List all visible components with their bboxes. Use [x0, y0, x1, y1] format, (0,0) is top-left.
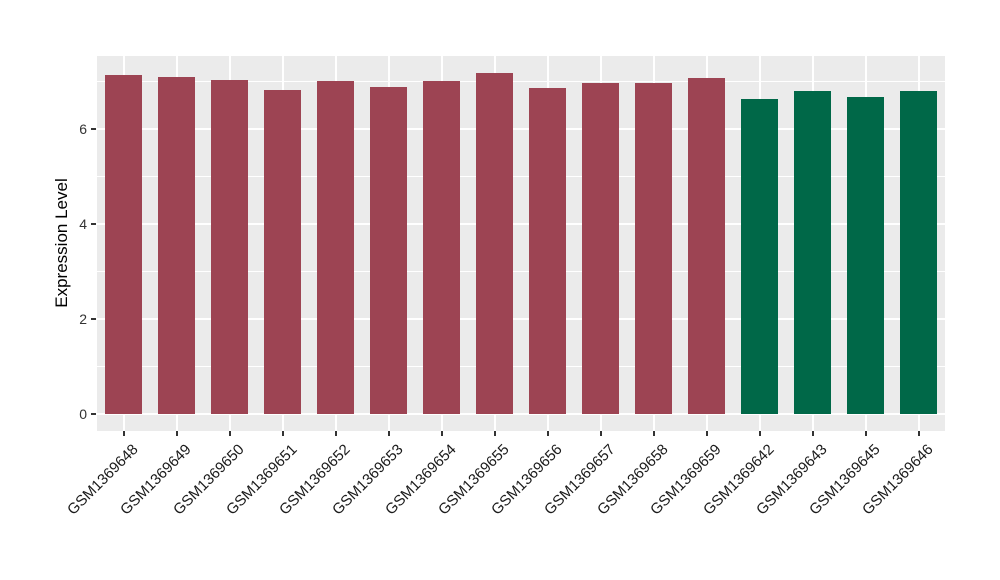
- bar-gsm1369646: [900, 90, 937, 414]
- x-tick-mark-gsm1369646: [917, 431, 920, 436]
- bar-gsm1369659: [688, 78, 725, 414]
- x-tick-mark-gsm1369643: [811, 431, 814, 436]
- bar-gsm1369642: [741, 98, 778, 414]
- x-tick-mark-gsm1369656: [546, 431, 549, 436]
- major-gridline-y-4: [97, 223, 945, 226]
- x-tick-mark-gsm1369655: [493, 431, 496, 436]
- plot-panel: [97, 56, 945, 431]
- x-tick-mark-gsm1369650: [228, 431, 231, 436]
- x-tick-mark-gsm1369649: [175, 431, 178, 436]
- bar-gsm1369645: [847, 97, 884, 414]
- y-tick-mark-6: [91, 128, 96, 131]
- x-tick-mark-gsm1369648: [122, 431, 125, 436]
- x-tick-mark-gsm1369654: [440, 431, 443, 436]
- minor-gridline-y-7: [97, 81, 945, 83]
- bar-gsm1369656: [529, 88, 566, 414]
- bar-gsm1369650: [211, 79, 248, 414]
- bar-gsm1369653: [370, 86, 407, 414]
- y-tick-mark-4: [91, 223, 96, 226]
- y-tick-label-6: 6: [79, 121, 87, 138]
- bar-gsm1369655: [476, 72, 513, 414]
- x-tick-mark-gsm1369651: [281, 431, 284, 436]
- x-tick-mark-gsm1369652: [334, 431, 337, 436]
- y-axis-title: Expression Level: [52, 178, 71, 308]
- bar-gsm1369652: [317, 80, 354, 414]
- minor-gridline-y-5: [97, 176, 945, 178]
- bar-gsm1369649: [158, 76, 195, 414]
- minor-gridline-y-3: [97, 271, 945, 272]
- y-tick-mark-0: [91, 412, 96, 415]
- x-tick-mark-gsm1369659: [705, 431, 708, 436]
- major-gridline-y-2: [97, 317, 945, 320]
- x-tick-mark-gsm1369657: [599, 431, 602, 436]
- bar-gsm1369657: [582, 82, 619, 414]
- bar-gsm1369643: [794, 90, 831, 414]
- x-tick-mark-gsm1369653: [387, 431, 390, 436]
- x-tick-mark-gsm1369645: [864, 431, 867, 436]
- bar-gsm1369654: [423, 80, 460, 414]
- y-tick-label-4: 4: [79, 216, 87, 233]
- minor-gridline-y-1: [97, 365, 945, 367]
- x-tick-mark-gsm1369658: [652, 431, 655, 436]
- x-tick-mark-gsm1369642: [758, 431, 761, 436]
- major-gridline-y-6: [97, 128, 945, 131]
- major-gridline-y-0: [97, 412, 945, 415]
- bar-gsm1369658: [635, 83, 672, 414]
- bar-gsm1369651: [264, 89, 301, 414]
- y-tick-mark-2: [91, 317, 96, 320]
- y-tick-label-0: 0: [79, 405, 87, 422]
- bar-gsm1369648: [105, 75, 142, 414]
- y-tick-label-2: 2: [79, 310, 87, 327]
